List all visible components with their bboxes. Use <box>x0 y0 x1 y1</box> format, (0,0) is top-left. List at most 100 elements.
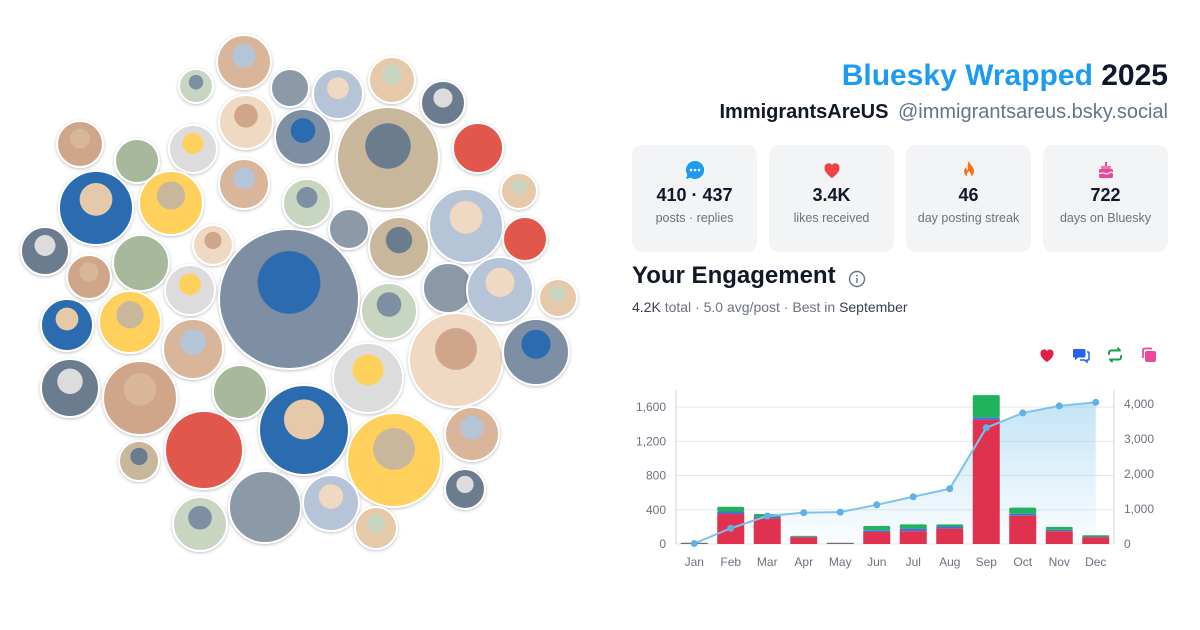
avatar-bubble[interactable] <box>164 264 216 316</box>
quote-icon[interactable] <box>1140 346 1158 364</box>
avatar-bubble[interactable] <box>112 234 170 292</box>
cumulative-point <box>1019 409 1027 417</box>
engagement-best-month: September <box>839 299 908 315</box>
avatar-bubble[interactable] <box>428 188 504 264</box>
avatar-bubble[interactable] <box>56 120 104 168</box>
flame-icon <box>906 159 1031 181</box>
avatar-bubble[interactable] <box>538 278 578 318</box>
x-tick-label: Dec <box>1085 555 1106 569</box>
avatar-bubble[interactable] <box>274 108 332 166</box>
avatar-bubble[interactable] <box>360 282 418 340</box>
chat-bubble-icon <box>632 159 757 181</box>
replies-icon[interactable] <box>1072 346 1090 364</box>
brand-title: Bluesky Wrapped <box>841 59 1093 92</box>
avatar-bubble[interactable] <box>282 178 332 228</box>
info-icon[interactable] <box>848 267 866 288</box>
account-line: ImmigrantsAreUS @immigrantsareus.bsky.so… <box>719 100 1168 124</box>
x-tick-label: May <box>829 555 852 569</box>
x-tick-label: Mar <box>757 555 778 569</box>
stat-label: likes received <box>793 211 870 225</box>
avatar-bubble[interactable] <box>66 254 112 300</box>
x-tick-label: Apr <box>794 555 813 569</box>
avatar-bubble[interactable] <box>258 384 350 476</box>
avatar-bubble[interactable] <box>444 468 486 510</box>
avatar-bubble[interactable] <box>98 290 162 354</box>
bar-segment <box>1009 513 1037 516</box>
repost-icon[interactable] <box>1106 346 1124 364</box>
cumulative-point <box>982 424 990 432</box>
avatar-bubble[interactable] <box>500 172 538 210</box>
x-tick-label: Aug <box>939 555 960 569</box>
engagement-best-label: Best in <box>792 299 836 315</box>
avatar-bubble[interactable] <box>192 224 234 266</box>
avatar-bubble[interactable] <box>228 470 302 544</box>
bar-segment <box>1045 526 1073 530</box>
bar-segment <box>972 395 1000 418</box>
stat-value: 46 <box>958 185 979 205</box>
x-tick-label: Jul <box>906 555 921 569</box>
y-tick-left: 0 <box>659 537 666 551</box>
avatar-bubble[interactable] <box>452 122 504 174</box>
avatar-bubble[interactable] <box>354 506 398 550</box>
avatar-bubble[interactable] <box>502 318 570 386</box>
engagement-chart: 0 400 800 1,200 1,600 0 1,000 2,000 3,000 4,000 Ja… <box>636 390 1154 569</box>
avatar-bubble[interactable] <box>102 360 178 436</box>
engagement-avg: 5.0 avg/post <box>703 299 780 315</box>
avatar-bubble[interactable] <box>168 124 218 174</box>
y-tick-left: 1,600 <box>636 400 666 414</box>
avatar-bubble[interactable] <box>58 170 134 246</box>
y-tick-right: 4,000 <box>1124 397 1154 411</box>
stat-value: 3.4K <box>812 185 851 205</box>
avatar-bubble[interactable] <box>420 80 466 126</box>
avatar-bubble[interactable] <box>172 496 228 552</box>
avatar-bubble[interactable] <box>20 226 70 276</box>
avatar-bubble[interactable] <box>332 342 404 414</box>
avatar-bubble[interactable] <box>40 358 100 418</box>
avatar-bubble[interactable] <box>270 68 310 108</box>
avatar-bubble[interactable] <box>162 318 224 380</box>
avatar-bubble[interactable] <box>328 208 370 250</box>
engagement-title: Your Engagement <box>632 262 836 289</box>
avatar-bubble[interactable] <box>408 312 504 408</box>
y-tick-right: 0 <box>1124 537 1131 551</box>
avatar-bubble[interactable] <box>336 106 440 210</box>
bar-segment <box>717 511 745 515</box>
avatar-bubble[interactable] <box>368 56 416 104</box>
avatar-bubble[interactable] <box>138 170 204 236</box>
avatar-cloud <box>20 34 578 552</box>
avatar-bubble[interactable] <box>178 68 214 104</box>
avatar-bubble[interactable] <box>444 406 500 462</box>
avatar-bubble[interactable] <box>302 474 360 532</box>
avatar-bubble[interactable] <box>312 68 364 120</box>
y-tick-left: 400 <box>646 503 666 517</box>
bar-segment <box>863 532 891 544</box>
bar-segment <box>1045 531 1073 544</box>
y-tick-left: 1,200 <box>636 434 666 448</box>
bar-segment <box>936 524 964 527</box>
avatar-bubble[interactable] <box>216 34 272 90</box>
chart-legend <box>1038 346 1158 364</box>
bar-segment <box>1045 529 1073 532</box>
bar-segment <box>826 542 854 544</box>
cumulative-point <box>1055 402 1063 410</box>
cumulative-point <box>1092 398 1100 406</box>
cumulative-point <box>946 485 954 493</box>
avatar-bubble[interactable] <box>502 216 548 262</box>
avatar-bubble[interactable] <box>118 440 160 482</box>
avatar-bubble[interactable] <box>218 228 360 370</box>
avatar-bubble[interactable] <box>346 412 442 508</box>
bar-segment <box>1082 535 1110 537</box>
avatar-bubble[interactable] <box>114 138 160 184</box>
avatar-bubble[interactable] <box>466 256 534 324</box>
stat-card-likes: 3.4K likes received <box>769 145 894 252</box>
avatar-bubble[interactable] <box>218 158 270 210</box>
avatar-bubble[interactable] <box>368 216 430 278</box>
avatar-bubble[interactable] <box>164 410 244 490</box>
y-tick-left: 800 <box>646 469 666 483</box>
stat-card-posts: 410 · 437 posts · replies <box>632 145 757 252</box>
avatar-bubble[interactable] <box>40 298 94 352</box>
bar-segment <box>826 543 854 544</box>
avatar-bubble[interactable] <box>218 94 274 150</box>
avatar-bubble[interactable] <box>212 364 268 420</box>
heart-icon[interactable] <box>1038 346 1056 364</box>
